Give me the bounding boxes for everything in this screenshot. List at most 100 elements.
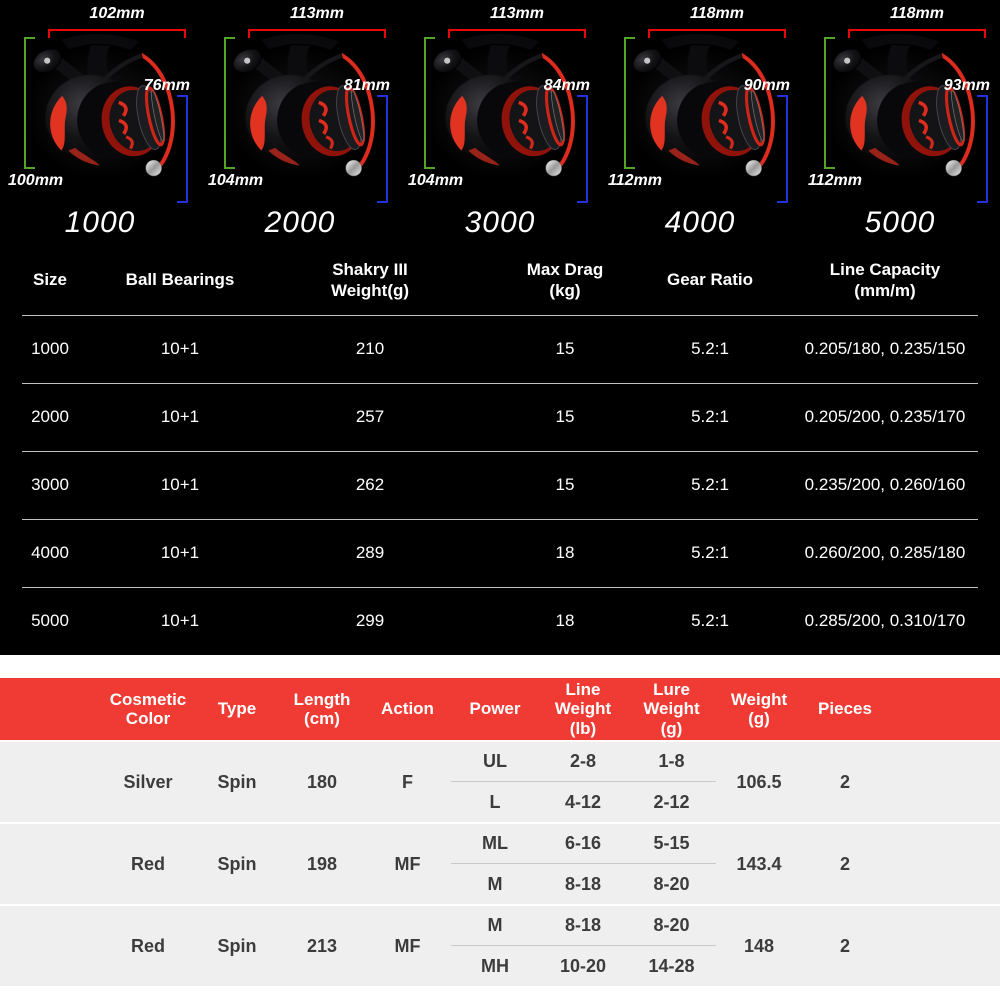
cell-lure-weight-2: 14-28 [648,955,695,976]
height-dim-label: 90mm [743,77,790,94]
cell-line-weight-2: 10-20 [559,955,607,976]
cell-line-capacity: 0.205/200, 0.235/170 [804,407,966,427]
rod-row-red-198: Red Spin 198 MF ML 6-16 5-15 M 8-18 8-20… [0,824,1000,904]
height-dim-bracket [577,95,588,203]
cell-lure-weight-1: 8-20 [627,906,716,946]
width-dim-bracket [648,29,786,38]
cell-lure-weight-2: 8-20 [653,873,690,894]
col-header-gear-ratio: Gear Ratio [667,270,753,290]
cell-max-drag: 18 [555,543,575,563]
cell-weight: 257 [355,407,385,427]
col-header-line-capacity: Line Capacity (mm/m) [829,259,941,300]
cell-pieces: 2 [839,935,850,956]
cell-power-1: UL [451,742,539,782]
depth-dim-label: 100mm [8,172,64,189]
cell-type: Spin [217,853,257,874]
width-dim-label: 118mm [690,5,744,22]
cell-power-2: MH [481,955,509,976]
cell-power-2: L [489,791,501,812]
reel-card-2000: 113mm 104mm 81mm 2000 [200,0,400,245]
cell-ball-bearings: 10+1 [160,339,200,359]
height-dim-label: 81mm [343,77,390,94]
spec-table-header-row: Size Ball Bearings Shakry III Weight(g) … [0,245,1000,315]
cell-weight: 148 [743,935,775,956]
depth-dim-label: 112mm [608,172,662,189]
height-dim-bracket [977,95,988,203]
depth-dim-bracket [624,37,635,169]
width-dim-label: 113mm [490,5,544,22]
cell-power-1: ML [451,824,539,864]
col-header-weight: Weight (g) [730,689,788,728]
spec-row-5000: 5000 10+1 299 18 5.2:1 0.285/200, 0.310/… [0,587,1000,655]
cell-ball-bearings: 10+1 [160,475,200,495]
depth-dim-label: 112mm [808,172,862,189]
depth-dim-label: 104mm [208,172,264,189]
reel-size-label: 5000 [864,206,936,239]
cell-weight: 106.5 [736,771,782,792]
spec-row-1000: 1000 10+1 210 15 5.2:1 0.205/180, 0.235/… [0,315,1000,383]
height-dim-bracket [777,95,788,203]
section-divider [0,655,1000,678]
reel-card-5000: 118mm 112mm 93mm 5000 [800,0,1000,245]
col-header-ball-bearings: Ball Bearings [125,270,235,290]
cell-cosmetic-color: Silver [123,771,173,792]
cell-gear-ratio: 5.2:1 [691,339,729,359]
cell-length: 213 [306,935,338,956]
cell-weight: 262 [355,475,385,495]
cell-action: MF [394,853,421,874]
width-dim-bracket [448,29,586,38]
cell-type: Spin [217,935,257,956]
reel-size-label: 1000 [64,206,136,239]
cell-ball-bearings: 10+1 [160,543,200,563]
rod-row-red-213: Red Spin 213 MF M 8-18 8-20 MH 10-20 14-… [0,906,1000,986]
cell-power-2: M [487,873,503,894]
cell-max-drag: 15 [555,339,575,359]
height-dim-label: 76mm [143,77,190,94]
cell-line-capacity: 0.285/200, 0.310/170 [804,611,966,631]
col-header-size: Size [32,270,68,290]
cell-lure-weight-1: 5-15 [627,824,716,864]
height-dim-bracket [377,95,388,203]
cell-pieces: 2 [839,771,850,792]
depth-dim-bracket [224,37,235,169]
cell-gear-ratio: 5.2:1 [691,611,729,631]
col-header-power: Power [469,699,521,719]
width-dim-bracket [248,29,386,38]
cell-weight: 210 [355,339,385,359]
cell-line-weight-1: 6-16 [539,824,627,864]
depth-dim-bracket [824,37,835,169]
rod-row-silver: Silver Spin 180 F UL 2-8 1-8 L 4-12 2-12… [0,742,1000,822]
width-dim-bracket [48,29,186,38]
cell-lure-weight-2: 2-12 [653,791,690,812]
width-dim-label: 113mm [290,5,344,22]
col-header-action: Action [381,699,434,719]
cell-gear-ratio: 5.2:1 [691,407,729,427]
cell-cosmetic-color: Red [130,935,165,956]
cell-ball-bearings: 10+1 [160,611,200,631]
depth-dim-bracket [424,37,435,169]
cell-length: 198 [306,853,338,874]
width-dim-label: 102mm [89,5,145,22]
cell-line-weight-1: 2-8 [539,742,627,782]
cell-line-weight-1: 8-18 [539,906,627,946]
spec-row-4000: 4000 10+1 289 18 5.2:1 0.260/200, 0.285/… [0,519,1000,587]
cell-line-capacity: 0.235/200, 0.260/160 [804,475,966,495]
cell-size: 1000 [31,339,69,359]
cell-lure-weight-1: 1-8 [627,742,716,782]
reel-size-label: 4000 [664,206,736,239]
cell-line-weight-2: 8-18 [564,873,602,894]
cell-action: MF [394,935,421,956]
reel-card-1000: 102mm 100mm 76mm 1000 [0,0,200,245]
depth-dim-label: 104mm [408,172,464,189]
cell-type: Spin [217,771,257,792]
cell-action: F [402,771,413,792]
col-header-cosmetic-color: Cosmetic Color [109,689,187,728]
cell-gear-ratio: 5.2:1 [691,543,729,563]
cell-weight: 143.4 [736,853,782,874]
reel-card-4000: 118mm 112mm 90mm 4000 [600,0,800,245]
col-header-pieces: Pieces [818,699,872,719]
cell-line-capacity: 0.205/180, 0.235/150 [804,339,966,359]
cell-size: 4000 [31,543,69,563]
cell-size: 2000 [31,407,69,427]
